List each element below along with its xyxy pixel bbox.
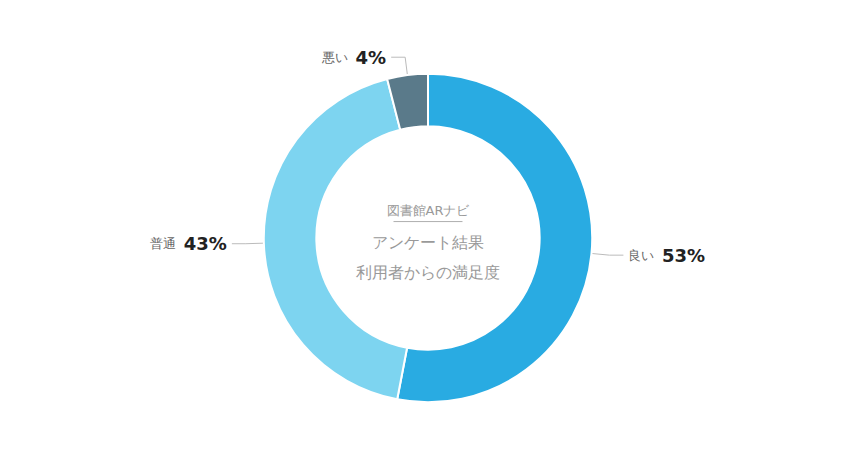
svg-text:4%: 4% [356,47,387,68]
svg-text:アンケート結果: アンケート結果 [372,233,484,252]
svg-text:53%: 53% [662,245,705,266]
svg-text:利用者からの満足度: 利用者からの満足度 [356,263,500,282]
svg-text:43%: 43% [184,233,227,254]
svg-text:普通: 普通 [150,236,176,251]
svg-text:良い: 良い [628,248,654,263]
svg-text:図書館ARナビ: 図書館ARナビ [387,203,471,218]
svg-text:悪い: 悪い [321,50,348,65]
